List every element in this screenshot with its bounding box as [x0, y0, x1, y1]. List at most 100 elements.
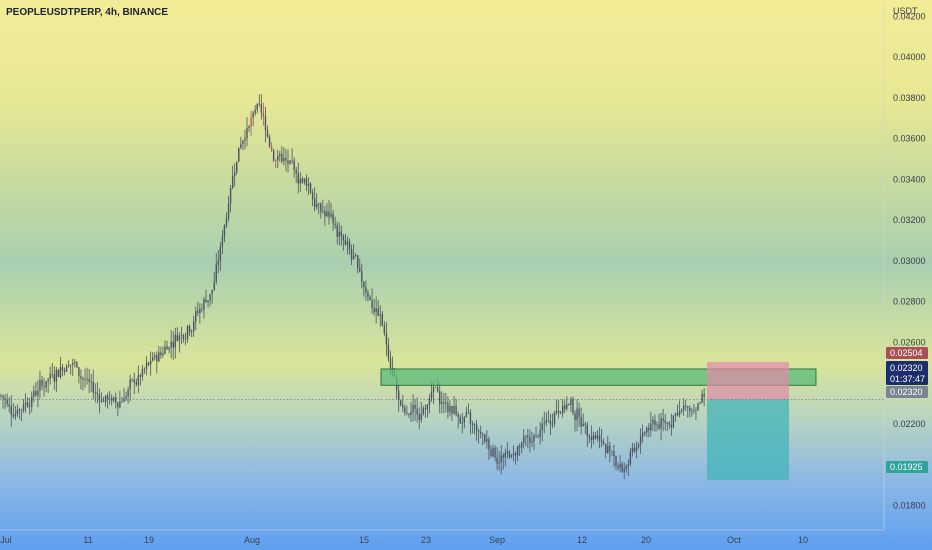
- candle-body: [518, 445, 521, 448]
- candle-body: [379, 314, 381, 316]
- candle-body: [234, 172, 236, 176]
- candle-body: [39, 379, 41, 391]
- candle-body: [564, 405, 566, 410]
- price-axis-ticks[interactable]: 0.04200 0.04000 0.03800 0.03600 0.03400 0.032…: [893, 11, 926, 510]
- candle-body: [332, 214, 334, 224]
- candle-body: [250, 117, 252, 127]
- candle-body: [361, 271, 363, 282]
- candle-body: [568, 404, 570, 406]
- candle-body: [447, 403, 449, 412]
- candle-body: [289, 160, 291, 164]
- candle-body: [108, 398, 111, 400]
- candle-body: [641, 432, 644, 437]
- candle-body: [172, 341, 174, 348]
- candle-body: [164, 346, 166, 354]
- candle-body: [4, 397, 6, 400]
- candle-body: [611, 450, 613, 452]
- candle-body: [703, 393, 705, 397]
- candle-body: [605, 444, 607, 453]
- candle-body: [242, 140, 244, 145]
- candle-body: [504, 452, 506, 458]
- candle-body: [586, 424, 588, 436]
- candle-body: [115, 397, 117, 403]
- candle-body: [381, 314, 383, 326]
- candle-body: [441, 402, 443, 405]
- candle-body: [268, 136, 271, 147]
- candle-body: [311, 192, 314, 199]
- candle-body: [443, 402, 445, 403]
- candle-body: [207, 300, 209, 303]
- candle-body: [506, 451, 509, 453]
- candle-body: [219, 246, 222, 262]
- candle-body: [174, 334, 176, 348]
- candle-body: [156, 355, 158, 362]
- time-axis-ticks[interactable]: Jul 11 19 Aug 15 23 Sep 12 20 Oct 10: [0, 535, 808, 545]
- candle-body: [24, 402, 27, 405]
- candle-body: [490, 449, 492, 457]
- candle-body: [328, 211, 330, 217]
- price-tick-label: 0.03400: [893, 174, 926, 184]
- candle-body: [309, 183, 312, 193]
- candle-body: [416, 408, 418, 415]
- drawings-layer[interactable]: [0, 362, 884, 481]
- candle-body: [96, 392, 99, 395]
- candle-body: [463, 417, 465, 423]
- candle-body: [256, 103, 258, 110]
- candle-body: [225, 218, 228, 226]
- candle-body: [631, 447, 634, 453]
- candle-body: [92, 381, 94, 393]
- candle-body: [465, 412, 468, 418]
- candle-body: [375, 308, 377, 313]
- candle-body: [576, 408, 578, 421]
- price-tick-label: 0.01800: [893, 501, 926, 511]
- candle-body: [94, 392, 96, 394]
- position-reward-area[interactable]: [707, 399, 789, 481]
- candle-body: [562, 405, 564, 414]
- candle-body: [461, 422, 463, 424]
- candle-body: [104, 395, 107, 402]
- candle-body: [545, 420, 547, 424]
- candle-body: [262, 112, 265, 117]
- position-risk-area[interactable]: [707, 362, 789, 400]
- candle-body: [525, 435, 527, 437]
- candle-body: [547, 420, 550, 422]
- candle-body: [287, 160, 289, 164]
- candle-body: [35, 391, 37, 396]
- price-tick-label: 0.02800: [893, 297, 926, 307]
- candle-body: [637, 444, 640, 448]
- candle-body: [689, 407, 691, 412]
- candle-body: [623, 468, 625, 472]
- candle-body: [383, 325, 386, 334]
- candle-body: [78, 367, 80, 377]
- candle-body: [453, 406, 455, 414]
- price-tags: 0.02504 0.02320 01:37:47 0.02320 0.01925: [886, 347, 928, 473]
- candle-body: [201, 308, 203, 310]
- candle-body: [445, 402, 447, 404]
- candle-body: [592, 435, 595, 441]
- candle-body: [215, 264, 217, 282]
- candle-body: [430, 392, 433, 399]
- candle-body: [418, 414, 420, 420]
- candle-body: [543, 423, 545, 425]
- candle-body: [22, 404, 25, 411]
- candle-body: [316, 203, 318, 208]
- candle-body: [373, 308, 375, 313]
- candle-body: [426, 404, 429, 410]
- candle-body: [633, 447, 636, 452]
- candle-body: [326, 211, 328, 217]
- candle-body: [398, 390, 400, 401]
- candle-body: [190, 330, 193, 332]
- candle-body: [176, 334, 178, 341]
- candle-body: [318, 203, 320, 205]
- candle-body: [123, 398, 125, 402]
- candle-body: [139, 375, 142, 377]
- candle-body: [258, 103, 260, 105]
- candle-body: [588, 435, 591, 437]
- candle-body: [254, 109, 256, 113]
- candle-body: [459, 417, 461, 424]
- symbol-title[interactable]: PEOPLEUSDTPERP, 4h, BINANCE: [6, 7, 168, 18]
- candle-body: [344, 240, 347, 245]
- candle-body: [182, 335, 185, 339]
- candle-body: [648, 427, 650, 431]
